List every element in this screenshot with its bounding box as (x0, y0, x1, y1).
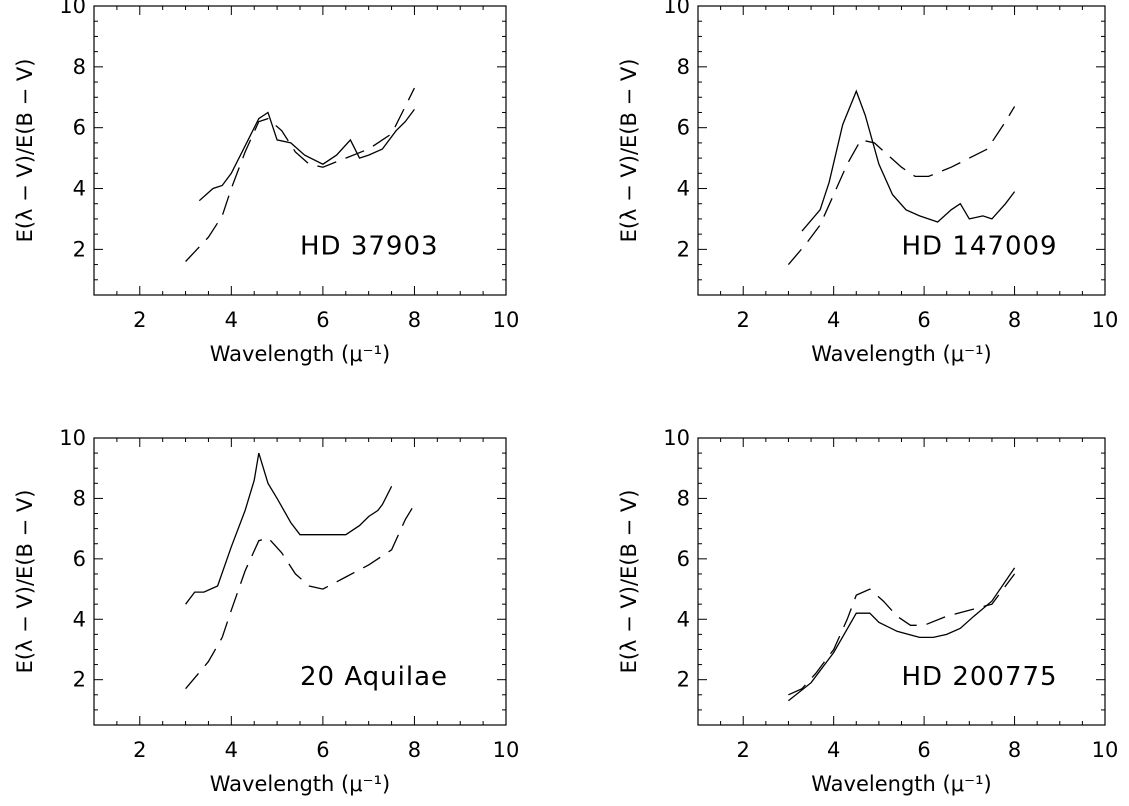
solid-series-line (198, 109, 415, 202)
solid-series-line (801, 89, 1016, 232)
y-tick-label: 6 (677, 547, 690, 571)
y-tick-label: 4 (73, 607, 86, 631)
y-tick-label: 8 (73, 55, 86, 79)
y-tick-label: 10 (59, 0, 86, 18)
x-tick-label: 8 (1008, 308, 1021, 332)
chart-panel-1: 2 4 6 8 10 2 4 6 8 10 Wavelength (μ⁻¹) E(λ − V)/E(B… (13, 0, 519, 366)
y-tick-label: 2 (677, 668, 690, 692)
y-tick-label: 10 (59, 426, 86, 450)
y-tick-label: 6 (73, 116, 86, 140)
x-tick-label: 4 (827, 308, 840, 332)
x-tick-label: 8 (408, 738, 421, 762)
solid-series-line (185, 452, 393, 605)
x-tick-label: 6 (917, 308, 930, 332)
y-tick-label: 4 (677, 607, 690, 631)
chart-panel-3: 2 4 6 8 10 2 4 6 8 10 Wavelength (μ⁻¹) E(λ − V)/E(B… (13, 426, 519, 796)
y-axis-title: E(λ − V)/E(B − V) (617, 490, 641, 674)
y-tick-label: 2 (677, 237, 690, 261)
x-tick-label: 2 (737, 308, 750, 332)
x-tick-label: 2 (133, 738, 146, 762)
x-axis-title: Wavelength (μ⁻¹) (210, 772, 391, 796)
x-tick-label: 6 (316, 308, 329, 332)
y-tick-label: 6 (677, 116, 690, 140)
star-name-label: HD 147009 (902, 232, 1058, 262)
x-tick-label: 8 (1008, 738, 1021, 762)
y-axis-title: E(λ − V)/E(B − V) (13, 490, 37, 674)
x-tick-label: 6 (316, 738, 329, 762)
x-tick-label: 10 (1092, 308, 1119, 332)
x-axis-title: Wavelength (μ⁻¹) (811, 342, 992, 366)
x-tick-label: 4 (225, 308, 238, 332)
x-tick-label: 10 (493, 308, 520, 332)
x-axis-title: Wavelength (μ⁻¹) (210, 342, 391, 366)
solid-series-line (787, 567, 1016, 702)
y-tick-label: 2 (73, 237, 86, 261)
x-tick-label: 2 (133, 308, 146, 332)
y-axis-title: E(λ − V)/E(B − V) (13, 59, 37, 243)
x-tick-label: 2 (737, 738, 750, 762)
star-name-label: HD 200775 (902, 662, 1058, 692)
y-tick-label: 6 (73, 547, 86, 571)
dashed-series-line (185, 504, 415, 690)
y-tick-label: 8 (73, 486, 86, 510)
dashed-series-line (185, 87, 415, 262)
star-name-label: 20 Aquilae (300, 662, 448, 692)
x-tick-label: 4 (225, 738, 238, 762)
x-tick-label: 4 (827, 738, 840, 762)
chart-panel-4: 2 4 6 8 10 2 4 6 8 10 Wavelength (μ⁻¹) E(λ − V)/E(B… (617, 426, 1118, 796)
y-tick-label: 10 (663, 426, 690, 450)
x-tick-label: 10 (1092, 738, 1119, 762)
chart-panel-2: 2 4 6 8 10 2 4 6 8 10 Wavelength (μ⁻¹) E(λ − V)/E(B… (617, 0, 1118, 366)
y-tick-label: 4 (677, 177, 690, 201)
y-tick-label: 4 (73, 177, 86, 201)
x-tick-label: 6 (917, 738, 930, 762)
x-tick-label: 10 (493, 738, 520, 762)
dashed-series-line (788, 573, 1016, 696)
y-axis-title: E(λ − V)/E(B − V) (617, 59, 641, 243)
dashed-series-line (787, 106, 1016, 266)
y-tick-label: 8 (677, 55, 690, 79)
x-tick-label: 8 (408, 308, 421, 332)
star-name-label: HD 37903 (300, 232, 439, 262)
x-axis-title: Wavelength (μ⁻¹) (811, 772, 992, 796)
y-tick-label: 8 (677, 486, 690, 510)
y-tick-label: 2 (73, 668, 86, 692)
y-tick-label: 10 (663, 0, 690, 18)
